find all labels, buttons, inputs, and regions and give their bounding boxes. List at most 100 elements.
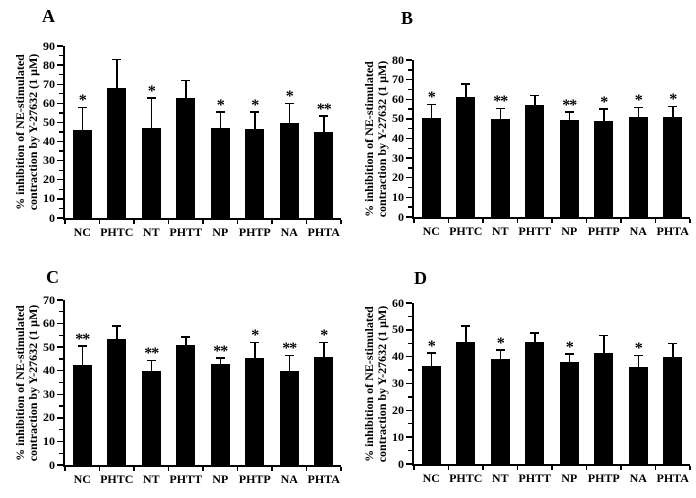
x-axis-category-label: NC [422,471,440,485]
y-axis-tick-label: 50 [392,111,404,126]
error-bar-line [116,59,118,89]
x-axis-category-label: PHTT [169,225,203,239]
bar-nc [72,364,92,465]
plot-area-b: 0 10 20 30 40 50 60 70 80 * NC PHTC ** NT PHTT ** NP * PHT… [392,53,691,238]
bar-phta [314,132,334,218]
x-axis-tick [551,219,553,223]
error-bar-cap [319,341,329,344]
x-axis-tick [689,466,691,470]
x-axis-tick [167,220,170,224]
x-axis-tick [482,466,484,470]
error-bar-line [254,342,256,358]
bar-phtt [525,341,545,464]
x-axis-category-label: NP [561,224,578,238]
x-axis-tick [620,219,622,223]
y-axis-tick [406,216,412,218]
y-axis-tick-label: 30 [43,153,55,168]
error-bar-line [323,115,325,132]
x-axis-tick [516,466,519,470]
error-bar-line [116,325,118,339]
significance-marker: * [285,88,294,106]
error-bar-cap [146,359,156,362]
x-axis-tick [654,466,657,470]
error-bar-cap [181,79,191,82]
panel-d: D % inhibition of NE-stimulated contract… [348,249,696,498]
y-axis-tick [57,217,63,219]
error-bar-cap [77,345,87,347]
bar-np [559,362,579,464]
y-axis-minor-tick [59,358,63,360]
y-axis-minor-tick [408,147,412,149]
y-axis-tick [57,346,63,348]
x-axis-category-label: PHTP [587,224,620,238]
y-axis-minor-tick [59,311,63,313]
y-axis-minor-tick [59,334,63,337]
error-bar-cap [633,106,643,109]
error-bar-cap [461,325,471,327]
x-axis-tick [98,220,101,224]
error-bar-line [219,111,221,129]
error-bar-cap [495,107,505,110]
y-axis-minor-tick [59,381,63,384]
significance-marker: * [147,82,156,100]
y-axis-minor-tick [59,150,63,152]
bar-np [559,119,579,217]
bar-na [279,370,299,465]
bar-phtp [594,120,614,217]
y-axis-tick [57,393,63,395]
error-bar-line [288,103,290,124]
significance-marker: ** [562,97,577,115]
x-axis-tick [689,219,691,223]
bar-na [279,123,299,218]
y-axis-tick [57,83,63,85]
bar-nc [421,366,441,464]
x-axis-category-label: PHTC [449,224,483,238]
y-axis-tick [57,102,63,105]
error-bar-cap [112,58,122,61]
y-axis-tick-label: 50 [43,339,55,354]
error-bar-cap [461,82,471,85]
y-axis-tick-label: 20 [43,172,55,187]
x-axis-category-label: PHTA [307,225,340,239]
panel-c: C % inhibition of NE-stimulated contract… [0,249,348,498]
y-axis-tick [406,157,412,159]
bar-nt [141,370,161,465]
error-bar-line [637,355,639,368]
y-axis-tick [406,118,412,120]
y-axis-tick [406,177,412,179]
y-axis-minor-tick [59,93,63,95]
significance-marker: ** [493,93,508,111]
y-axis-tick [406,463,412,465]
y-axis-tick-label: 10 [392,429,404,444]
x-axis-category-label: NP [212,472,229,486]
y-axis-minor-tick [408,69,412,71]
x-axis-tick [413,466,415,470]
bar-nc [72,130,92,218]
bar-phtp [245,357,265,465]
y-axis-minor-tick [408,342,412,344]
error-bar-cap [426,103,436,106]
bar-phtc [107,88,127,218]
significance-marker: * [565,338,574,356]
y-axis-tick [57,370,63,372]
x-axis-category-label: NA [629,471,647,485]
y-axis-tick-label: 20 [392,170,404,185]
significance-marker: * [216,96,225,114]
x-axis-tick [447,466,450,470]
y-axis-tick [406,196,412,199]
x-axis-tick [516,219,519,223]
x-axis-tick [271,220,273,224]
significance-marker: * [496,334,505,352]
y-axis-minor-tick [59,452,63,454]
x-axis-category-label: NC [73,225,91,239]
x-axis-tick [585,466,588,470]
x-axis-category-label: NP [561,471,578,485]
significance-marker: * [320,327,328,345]
y-axis-minor-tick [408,88,412,91]
x-axis-tick [202,467,204,471]
x-axis-tick [654,219,657,223]
bar-phtt [176,344,196,465]
error-bar-cap [215,357,225,359]
y-axis-tick-label: 60 [392,295,404,310]
error-bar-cap [599,108,609,111]
